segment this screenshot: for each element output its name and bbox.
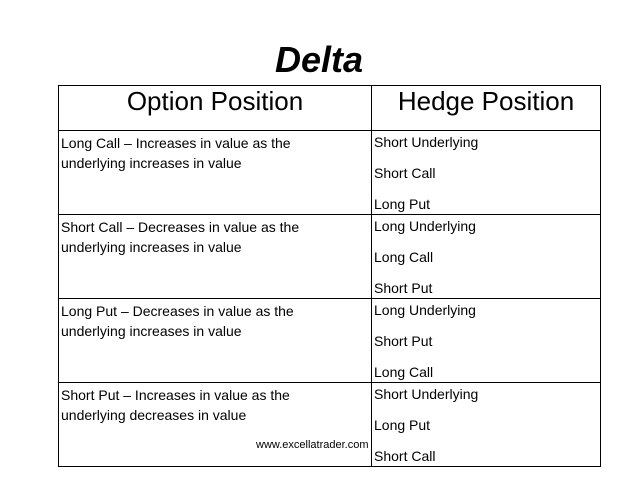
hedge-position-cell: Short Underlying Long Put Short Call — [371, 382, 601, 467]
option-position-cell: Long Call – Increases in value as the un… — [58, 130, 372, 215]
hedge-position-cell: Short Underlying Short Call Long Put — [371, 130, 601, 215]
option-description-line: Short Put – Increases in value as the — [61, 387, 290, 403]
option-description: Long Put – Decreases in value as the und… — [59, 299, 371, 341]
hedge-item: Long Call — [374, 249, 434, 265]
option-description: Long Call – Increases in value as the un… — [59, 131, 371, 173]
hedge-item: Long Underlying — [374, 218, 476, 234]
table-row: Long Call – Increases in value as the un… — [58, 130, 601, 215]
table-row: Short Put – Increases in value as the un… — [58, 382, 601, 467]
option-description-line: Long Call – Increases in value as the — [61, 135, 291, 151]
option-description-line: Short Call – Decreases in value as the — [61, 219, 300, 235]
hedge-position-cell: Long Underlying Long Call Short Put — [371, 214, 601, 299]
hedge-item: Long Underlying — [374, 302, 476, 318]
table-row: Long Put – Decreases in value as the und… — [58, 298, 601, 383]
header-option-position: Option Position — [58, 85, 372, 131]
hedge-item: Short Call — [374, 165, 436, 181]
footer-url: www.excellatrader.com — [256, 439, 369, 451]
option-description-line: underlying increases in value — [61, 155, 242, 171]
hedge-item: Long Put — [374, 196, 431, 212]
hedge-item: Long Call — [374, 364, 434, 380]
option-description-line: Long Put – Decreases in value as the — [61, 303, 294, 319]
option-position-cell: Long Put – Decreases in value as the und… — [58, 298, 372, 383]
option-description: Short Call – Decreases in value as the u… — [59, 215, 371, 257]
hedge-item: Short Call — [374, 448, 436, 464]
delta-hedge-table: Option Position Hedge Position Long Call… — [58, 85, 601, 467]
table-header-row: Option Position Hedge Position — [58, 85, 601, 131]
slide-title: Delta — [274, 39, 364, 80]
option-position-cell: Short Put – Increases in value as the un… — [58, 382, 372, 467]
hedge-item: Long Put — [374, 417, 431, 433]
option-description: Short Put – Increases in value as the un… — [59, 383, 371, 425]
hedge-item: Short Underlying — [374, 134, 479, 150]
option-position-cell: Short Call – Decreases in value as the u… — [58, 214, 372, 299]
hedge-position-cell: Long Underlying Short Put Long Call — [371, 298, 601, 383]
option-description-line: underlying increases in value — [61, 239, 242, 255]
option-description-line: underlying increases in value — [61, 323, 242, 339]
hedge-item: Short Put — [374, 280, 433, 296]
table-row: Short Call – Decreases in value as the u… — [58, 214, 601, 299]
option-description-line: underlying decreases in value — [61, 407, 247, 423]
hedge-item: Short Put — [374, 333, 433, 349]
hedge-item: Short Underlying — [374, 386, 479, 402]
header-hedge-position: Hedge Position — [371, 85, 601, 131]
